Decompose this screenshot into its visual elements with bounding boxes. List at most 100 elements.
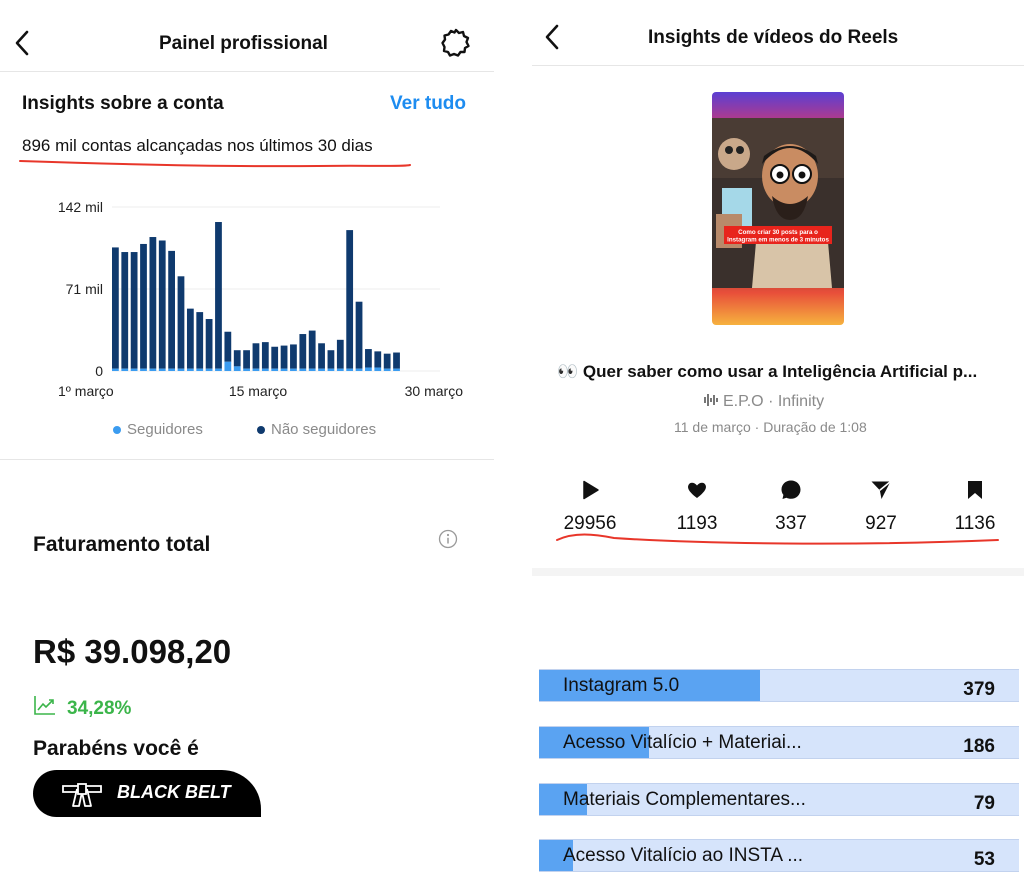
bar-followers [215, 368, 222, 371]
insights-title: Insights sobre a conta [22, 93, 224, 114]
settings-button[interactable] [440, 27, 472, 59]
legend-non-followers-label: Não seguidores [271, 421, 377, 438]
back-button-reels[interactable] [540, 22, 566, 52]
see-all-link[interactable]: Ver tudo [390, 93, 467, 114]
bar-followers [252, 368, 260, 371]
reels-header-divider [532, 65, 1024, 66]
reel-thumbnail[interactable]: Como criar 30 posts para o Instagram em … [712, 92, 844, 325]
bar-followers [149, 368, 157, 371]
bar-non-followers [327, 350, 335, 369]
gear-icon [441, 28, 470, 57]
product-bar-label: Acesso Vitalício ao INSTA ... [563, 845, 804, 866]
bar-non-followers [140, 243, 147, 369]
bookmark-icon [968, 481, 982, 499]
back-button[interactable] [10, 28, 36, 58]
bar-non-followers [112, 247, 119, 369]
bar-non-followers [308, 330, 316, 369]
stat-shares-value: 927 [865, 513, 897, 534]
bar-followers [140, 368, 147, 371]
product-bar-count: 186 [963, 736, 995, 757]
reel-thumbnail-image: Como criar 30 posts para o Instagram em … [712, 118, 844, 288]
audio-waveform-icon [704, 394, 718, 406]
info-icon [438, 529, 458, 549]
bar-non-followers [168, 250, 175, 369]
bar-non-followers [261, 342, 269, 369]
reels-insights-panel: Insights de vídeos do Reels Como criar 3… [532, 0, 1024, 877]
product-bar[interactable]: Materiais Complementares... 79 [539, 783, 1019, 816]
chevron-left-icon [15, 30, 29, 56]
bar-non-followers [158, 240, 166, 369]
product-bar[interactable]: Acesso Vitalício + Materiai... 186 [539, 726, 1019, 759]
bar-followers [224, 361, 232, 371]
revenue-value: R$ 39.098,20 [33, 633, 232, 670]
bar-followers [112, 368, 119, 371]
thumb-caption-line-1: Como criar 30 posts para o [738, 229, 818, 236]
bar-non-followers [252, 343, 260, 369]
bar-followers [233, 366, 241, 371]
bar-followers [261, 368, 269, 371]
bar-non-followers [393, 352, 400, 369]
bar-non-followers [215, 222, 222, 369]
bar-non-followers [186, 308, 194, 369]
x-tick-label: 15 março [229, 383, 288, 399]
send-icon [871, 480, 892, 499]
bar-followers [205, 368, 213, 371]
audio-track[interactable]: E.P.O · Infinity [703, 393, 824, 411]
eyes-emoji: 👀 [557, 362, 579, 381]
red-underline-stats [556, 533, 999, 545]
legend-followers-label: Seguidores [127, 421, 203, 438]
stat-plays-value: 29956 [563, 513, 617, 534]
stat-saves-value: 1136 [954, 513, 996, 534]
bar-followers [158, 368, 166, 371]
stat-shares[interactable]: 927 [841, 478, 921, 535]
bar-followers [168, 368, 175, 371]
audio-track-label: E.P.O · Infinity [723, 393, 825, 410]
product-bar-count: 379 [963, 679, 995, 700]
bar-non-followers [290, 344, 297, 369]
bar-non-followers [374, 351, 382, 368]
play-icon [583, 480, 599, 500]
bar-non-followers [121, 252, 129, 369]
stat-comments[interactable]: 337 [751, 478, 831, 535]
bar-non-followers [177, 276, 185, 369]
bar-non-followers [299, 334, 307, 369]
product-bar-label: Instagram 5.0 [563, 675, 680, 696]
stat-comments-value: 337 [775, 513, 807, 534]
header-divider [0, 71, 494, 72]
bar-non-followers [196, 312, 204, 369]
legend-non-followers: Não seguidores [257, 421, 376, 438]
bar-non-followers [271, 346, 279, 369]
product-bar-fill [539, 670, 760, 701]
bar-followers [121, 368, 129, 371]
bar-followers [318, 368, 325, 371]
legend-followers-dot [113, 426, 121, 435]
stat-plays[interactable]: 29956 [550, 478, 630, 535]
product-bar-label: Materiais Complementares... [563, 789, 806, 810]
reel-title-text: Quer saber como usar a Inteligência Arti… [582, 362, 978, 381]
bar-followers [290, 368, 297, 371]
bar-non-followers [233, 350, 241, 367]
bar-followers [365, 367, 372, 371]
y-tick-label: 0 [95, 363, 103, 379]
info-button[interactable] [438, 529, 458, 549]
product-bar-fill [539, 840, 573, 871]
x-tick-label: 30 março [405, 383, 464, 399]
y-tick-label: 142 mil [58, 199, 103, 215]
bar-followers [271, 368, 279, 371]
legend-non-followers-dot [257, 426, 265, 435]
stat-saves[interactable]: 1136 [935, 478, 1015, 535]
product-bar[interactable]: Instagram 5.0 379 [539, 669, 1019, 702]
bar-followers [393, 368, 400, 371]
bar-non-followers [130, 252, 138, 369]
x-tick-label: 1º março [58, 383, 114, 399]
product-bar-label: Acesso Vitalício + Materiai... [563, 732, 802, 753]
badge-label: BLACK BELT [117, 782, 231, 802]
growth-percentage: 34,28% [67, 698, 132, 719]
bar-non-followers [205, 319, 213, 369]
stat-likes-value: 1193 [676, 513, 718, 534]
product-bar[interactable]: Acesso Vitalício ao INSTA ... 53 [539, 839, 1019, 872]
stat-likes[interactable]: 1193 [657, 478, 737, 535]
reel-meta: 11 de março · Duração de 1:08 [674, 419, 867, 435]
professional-dashboard-panel: Painel profissional Insights sobre a con… [0, 0, 494, 877]
bar-followers [299, 368, 307, 371]
